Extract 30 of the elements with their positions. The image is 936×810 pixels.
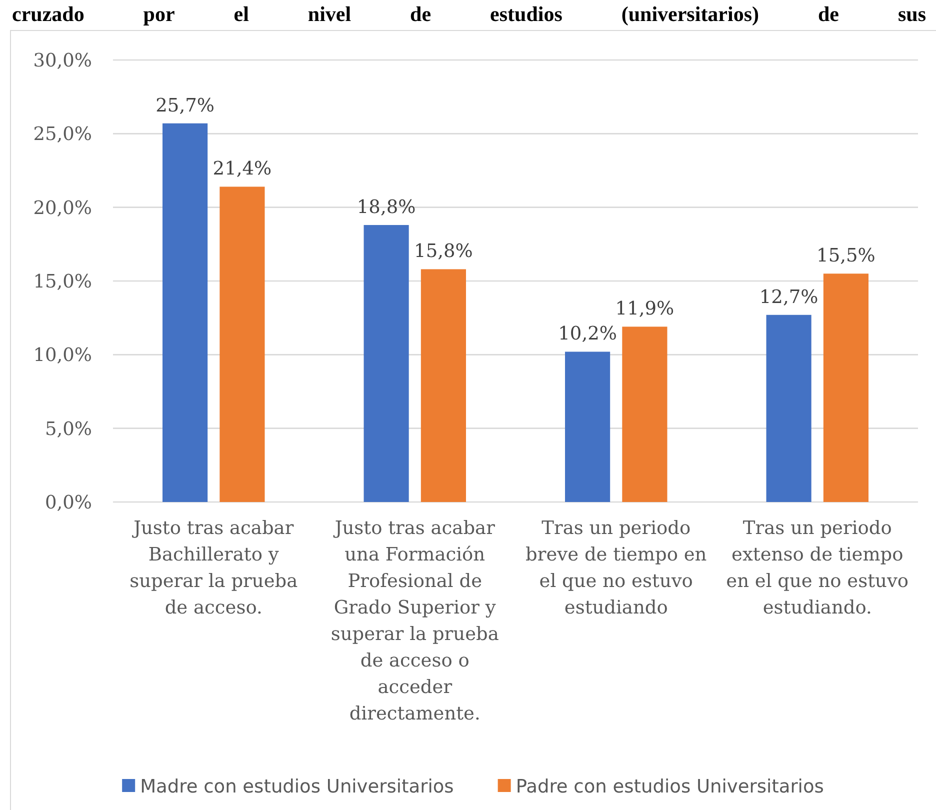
bar (823, 274, 868, 502)
data-label: 25,7% (156, 95, 214, 116)
bar (766, 314, 812, 502)
data-label: 10,2% (558, 324, 617, 345)
bar (622, 326, 668, 502)
x-tick-label: Tras un periodo extenso de tiempo en el que no estuvo estudiando. (726, 518, 909, 618)
bar (565, 352, 610, 502)
y-tick-label: 5,0% (45, 418, 92, 440)
x-tick-label: Justo tras acabar Bachillerato y superar la prueba de acceso. (130, 518, 298, 618)
data-label: 11,9% (615, 298, 674, 320)
legend-label: Padre con estudios Universitarios (516, 776, 824, 798)
data-label: 18,8% (356, 197, 416, 218)
legend-label: Madre con estudios Universitarios (140, 776, 454, 798)
y-tick-label: 0,0% (45, 492, 92, 514)
bar (364, 225, 409, 502)
y-tick-label: 15,0% (33, 271, 92, 292)
bar (162, 123, 208, 502)
y-tick-label: 20,0% (33, 198, 92, 219)
data-label: 21,4% (212, 158, 272, 180)
y-tick-label: 10,0% (33, 345, 92, 366)
data-label: 15,8% (414, 241, 473, 262)
data-label: 12,7% (759, 286, 818, 308)
bar (220, 186, 265, 502)
x-tick-label: Justo tras acabar una Formación Profesional de Grado Superior y superar la prueba de acceso o acceder directamente. (330, 518, 499, 724)
bar (420, 269, 466, 502)
chart-title: cruzado por el nivel de estudios (universitarios) de sus (12, 2, 926, 26)
data-label: 15,5% (816, 246, 876, 267)
x-tick-label: Tras un periodo breve de tiempo en el que no estuvo estudiando (526, 518, 707, 618)
y-tick-label: 30,0% (33, 50, 92, 72)
y-tick-label: 25,0% (33, 124, 92, 146)
